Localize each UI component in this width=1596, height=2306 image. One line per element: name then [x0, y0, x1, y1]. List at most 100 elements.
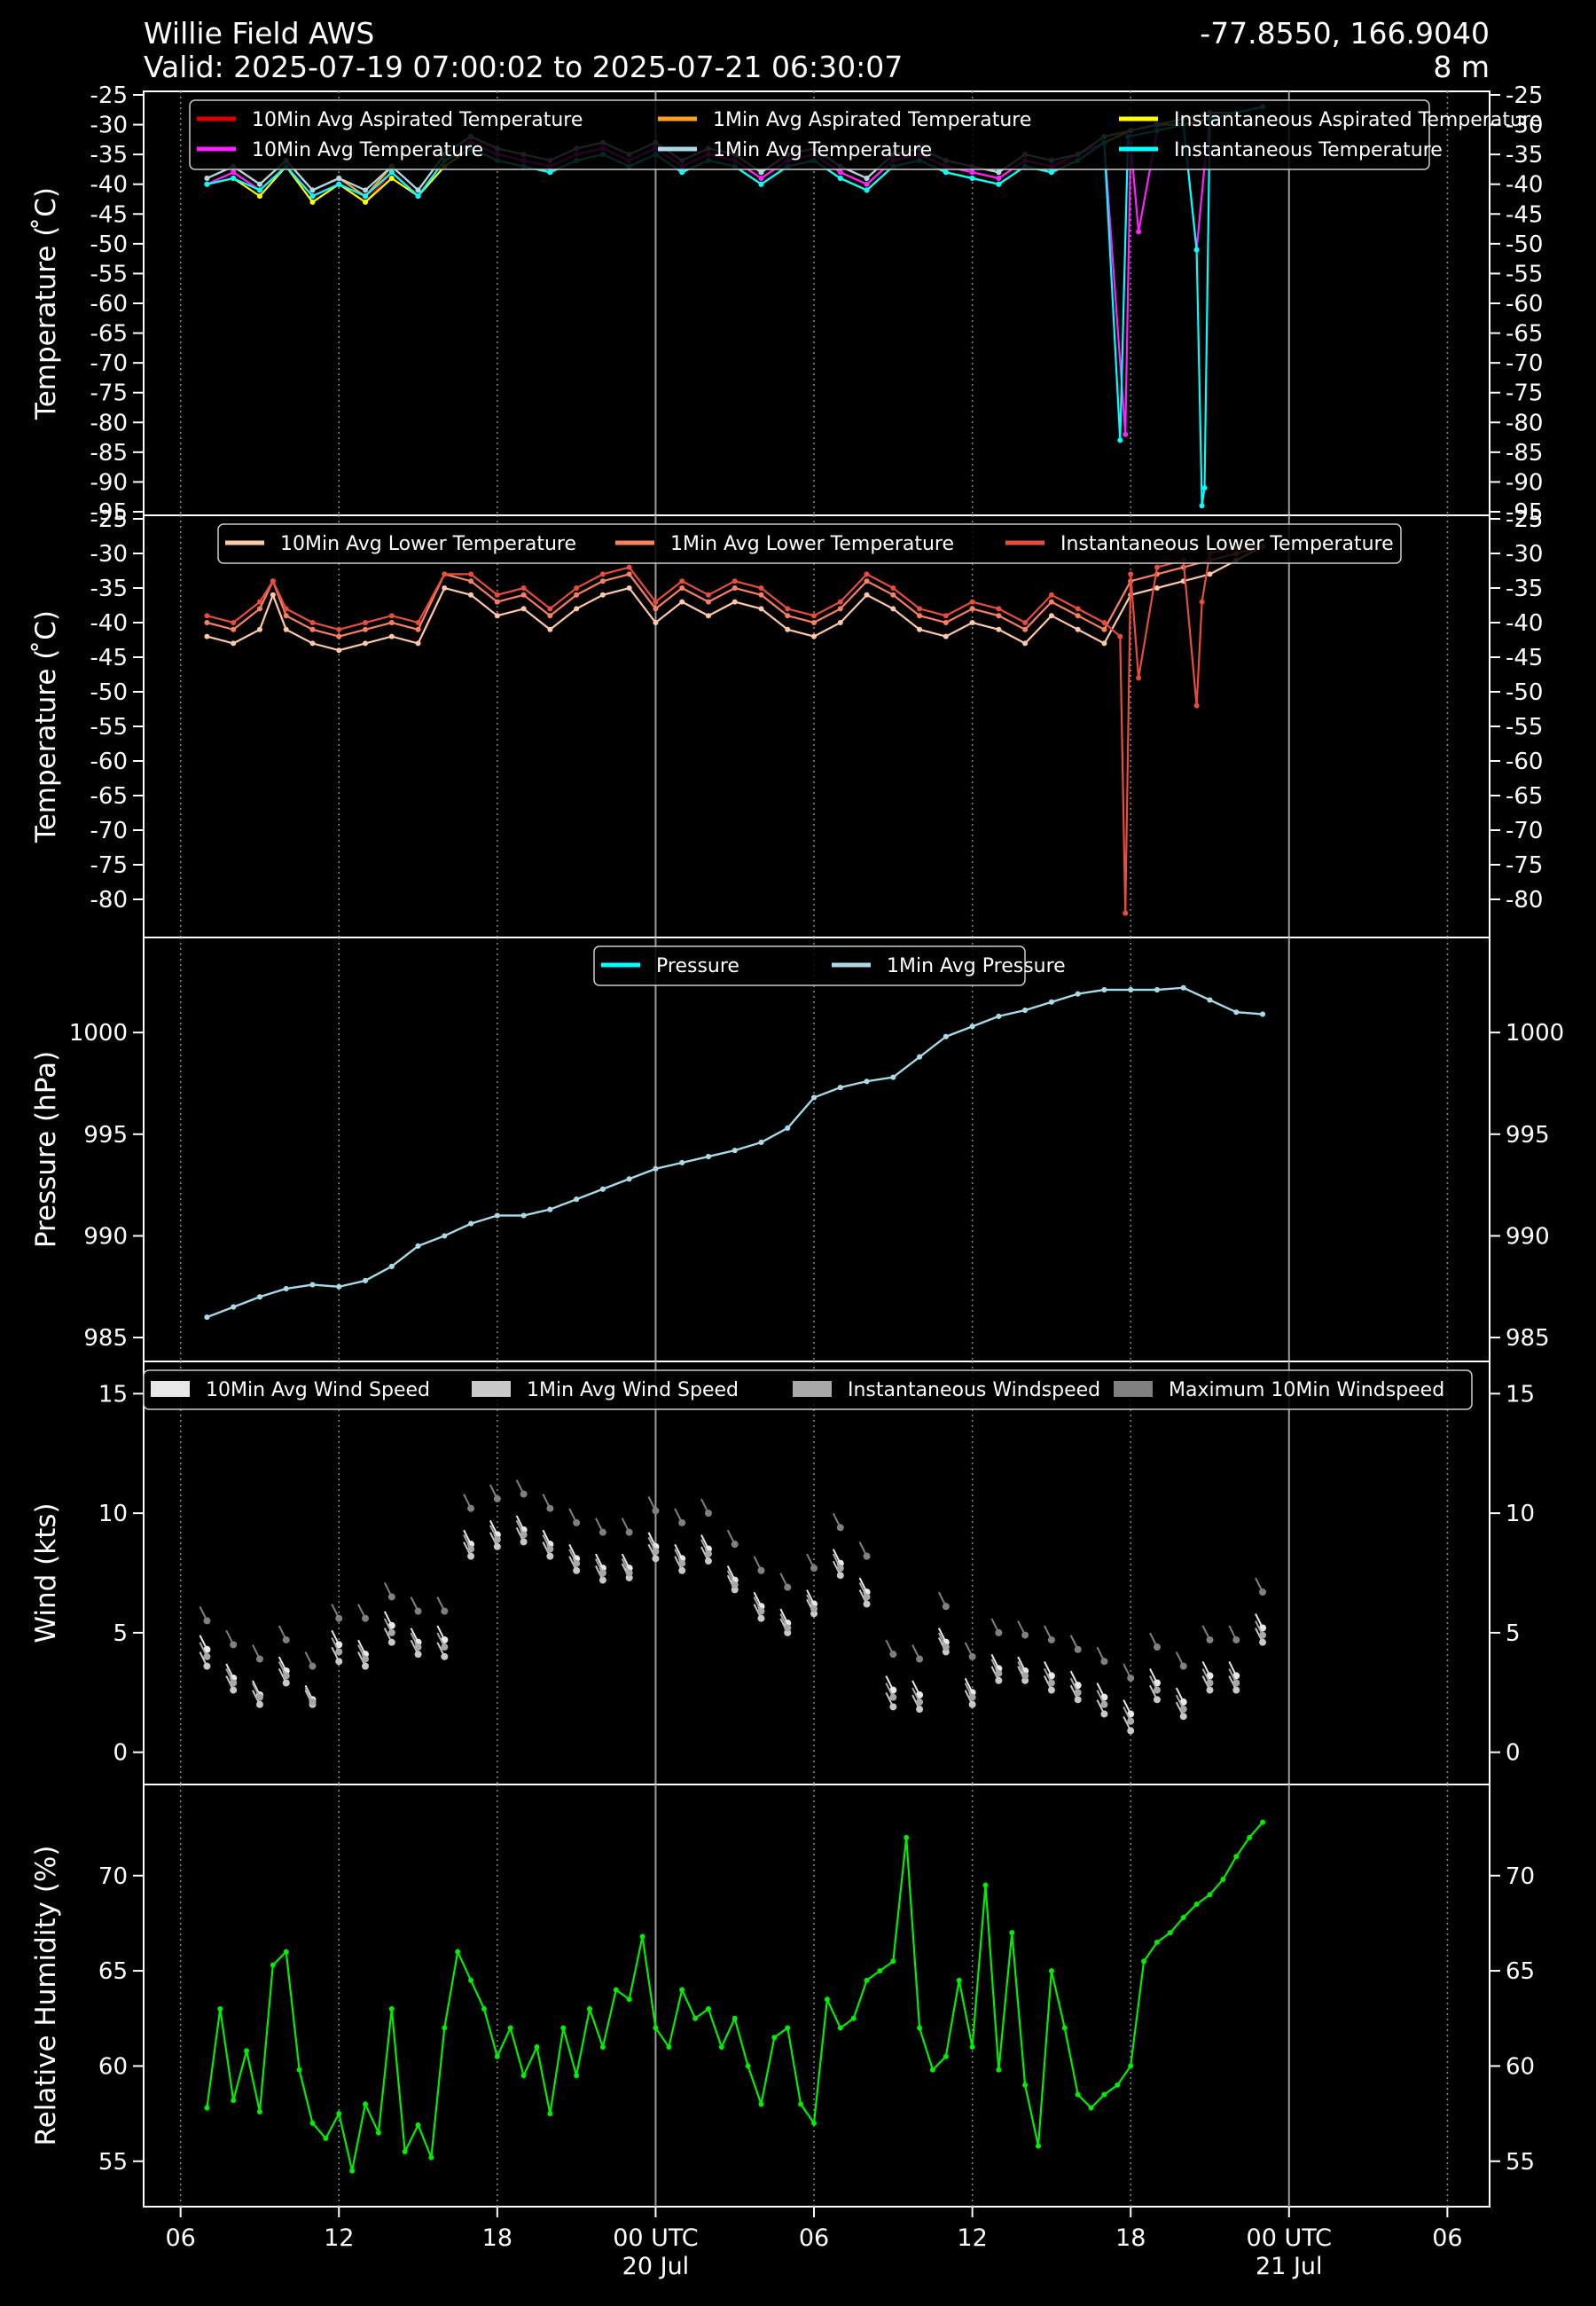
- data-point: [811, 620, 818, 625]
- data-point: [1233, 1854, 1240, 1860]
- data-point: [494, 1212, 500, 1219]
- data-point: [1207, 997, 1213, 1003]
- legend-swatch: [472, 1381, 511, 1397]
- data-point: [653, 599, 659, 605]
- data-point: [363, 1277, 369, 1283]
- data-point: [917, 2025, 923, 2031]
- data-point: [996, 176, 1002, 181]
- data-point: [1048, 613, 1054, 619]
- data-point: [864, 578, 870, 584]
- station-title: Willie Field AWS: [144, 16, 375, 51]
- data-point: [1128, 987, 1134, 993]
- data-point: [468, 1220, 474, 1227]
- legend-label: 10Min Avg Aspirated Temperature: [252, 109, 583, 131]
- y-tick-label-left: -55: [90, 714, 128, 741]
- data-point: [574, 592, 580, 598]
- y-tick-label-right: -80: [1506, 410, 1543, 436]
- valid-period: Valid: 2025-07-19 07:00:02 to 2025-07-21…: [144, 50, 904, 84]
- y-tick-label-right: 1000: [1506, 1020, 1564, 1047]
- legend: Pressure 1Min Avg Pressure: [593, 945, 1066, 986]
- data-point: [204, 2105, 210, 2111]
- data-point: [1193, 247, 1200, 253]
- data-point: [969, 2043, 975, 2050]
- wind-point: [362, 1662, 370, 1670]
- data-point: [811, 633, 818, 639]
- y-tick-label-right: -60: [1506, 291, 1543, 318]
- y-axis-label: Pressure (hPa): [30, 1051, 62, 1248]
- wind-point: [1047, 1686, 1055, 1694]
- wind-point: [678, 1559, 686, 1567]
- data-point: [1048, 1968, 1054, 1974]
- y-tick-label-right: -25: [1506, 82, 1543, 109]
- data-point: [705, 1154, 711, 1160]
- data-point: [1088, 2105, 1094, 2111]
- y-tick-label-left: -65: [90, 321, 128, 348]
- wind-point: [784, 1624, 792, 1632]
- x-tick-label: 12: [957, 2224, 987, 2252]
- data-point: [231, 1304, 237, 1310]
- data-point: [336, 181, 342, 187]
- data-point: [256, 181, 262, 187]
- data-point: [363, 193, 369, 200]
- wind-point: [1047, 1679, 1055, 1687]
- legend: 10Min Avg Lower Temperature 1Min Avg Lowe…: [217, 523, 1402, 564]
- wind-point: [441, 1607, 449, 1615]
- x-tick-label: 06: [799, 2224, 829, 2252]
- data-point: [996, 606, 1002, 612]
- data-point: [283, 626, 289, 632]
- data-point: [692, 2015, 699, 2021]
- data-point: [560, 2025, 567, 2031]
- y-axis-label: Wind (kts): [30, 1502, 62, 1643]
- y-tick-label-right: -35: [1506, 576, 1543, 602]
- data-point: [442, 2025, 448, 2031]
- wind-point: [1021, 1631, 1029, 1639]
- data-point: [732, 585, 738, 591]
- legend-label: 1Min Avg Temperature: [713, 139, 932, 161]
- data-point: [231, 640, 237, 647]
- data-point: [336, 633, 342, 639]
- panel-5: 55 55 60 60 65 65 70 70 Relative Humidity (%): [30, 1784, 1535, 2208]
- wind-point: [731, 1580, 739, 1588]
- data-point: [402, 2149, 408, 2155]
- data-point: [1036, 2143, 1042, 2149]
- wind-point: [467, 1552, 475, 1560]
- wind-point: [1074, 1689, 1082, 1697]
- data-point: [890, 606, 896, 612]
- y-tick-label-left: -25: [90, 506, 128, 533]
- data-point: [388, 176, 395, 181]
- legend-label: Pressure: [656, 955, 739, 977]
- data-point: [1136, 675, 1142, 681]
- y-tick-label-left: 15: [98, 1381, 128, 1408]
- series-line-2: [207, 545, 1264, 638]
- wind-point: [414, 1607, 422, 1615]
- wind-point: [387, 1628, 395, 1636]
- wind-point: [810, 1604, 818, 1612]
- data-point: [388, 633, 395, 639]
- data-point: [375, 2130, 381, 2136]
- data-point: [363, 187, 369, 193]
- data-point: [996, 181, 1002, 187]
- wind-point: [493, 1494, 501, 1502]
- data-point: [613, 1987, 619, 1993]
- y-tick-label-left: 70: [98, 1863, 128, 1890]
- data-point: [679, 585, 685, 591]
- wind-point: [1179, 1713, 1187, 1721]
- data-point: [217, 2006, 223, 2012]
- data-point: [771, 2035, 778, 2041]
- data-point: [639, 1933, 645, 1940]
- wind-point: [652, 1555, 660, 1563]
- y-tick-label-right: 985: [1506, 1325, 1550, 1352]
- wind-point: [282, 1635, 290, 1643]
- data-point: [574, 1196, 580, 1203]
- data-point: [520, 606, 527, 612]
- wind-point: [863, 1593, 871, 1601]
- wind-point: [1127, 1727, 1135, 1735]
- y-tick-label-left: -70: [90, 350, 128, 377]
- wind-point: [1232, 1635, 1240, 1643]
- wind-point: [546, 1504, 554, 1512]
- data-point: [547, 169, 553, 176]
- y-tick-label-right: 60: [1506, 2053, 1535, 2080]
- data-point: [231, 169, 237, 176]
- data-point: [283, 606, 289, 612]
- data-point: [256, 626, 262, 632]
